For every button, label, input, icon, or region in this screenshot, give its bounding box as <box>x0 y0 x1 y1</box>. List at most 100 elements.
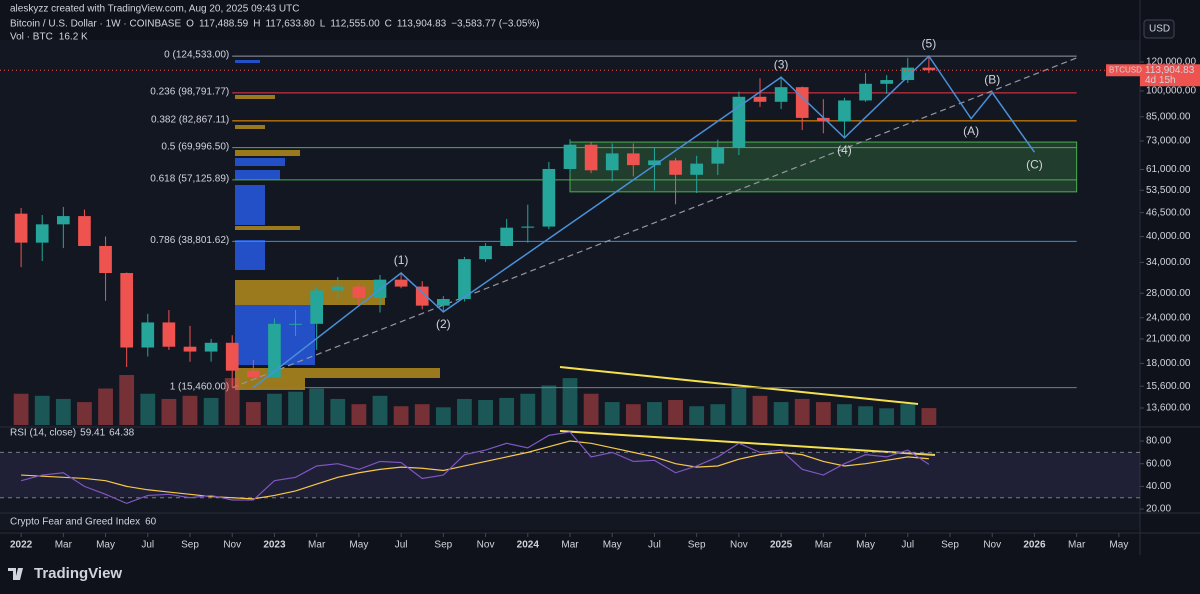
volume-bar <box>288 391 303 425</box>
brand: TradingView <box>34 565 122 582</box>
volume-bar <box>689 406 705 425</box>
candle-body <box>78 216 91 246</box>
rsi-value: 59.41 <box>80 428 105 439</box>
fib-label: 0.786 (38,801.62) <box>150 235 229 246</box>
volume-bar <box>879 408 895 425</box>
volume-bar <box>457 398 472 425</box>
candle-body <box>563 144 577 169</box>
rsi-title: RSI (14, close) <box>10 428 76 439</box>
zone <box>569 141 1078 193</box>
x-tick-label: Nov <box>477 540 495 551</box>
candle-body <box>838 100 851 122</box>
y-tick-label: 73,000.00 <box>1146 136 1191 147</box>
wave-label: (B) <box>984 73 1000 87</box>
candle-body <box>204 342 218 352</box>
volume-value: 16.2 K <box>59 32 88 43</box>
candle-body <box>99 245 112 274</box>
wave-label: (3) <box>774 57 789 71</box>
fear-greed-title: Crypto Fear and Greed Index <box>10 517 140 528</box>
candle-body <box>289 323 302 325</box>
countdown: 4d 15h <box>1145 75 1176 86</box>
x-tick-label: May <box>96 540 115 551</box>
x-tick-label: May <box>1109 540 1128 551</box>
volume-bar <box>414 404 430 425</box>
wave-label: (1) <box>394 253 409 267</box>
x-tick-label: Sep <box>941 540 959 551</box>
x-tick-label: May <box>856 540 875 551</box>
x-tick-label: Nov <box>730 540 748 551</box>
wave-label: (A) <box>963 124 979 138</box>
candle-body <box>817 117 830 122</box>
volume-bar <box>773 402 789 425</box>
volume-bar <box>837 404 852 425</box>
volume-bar <box>372 395 388 425</box>
y-tick-label: 21,000.00 <box>1146 334 1191 345</box>
candle-body <box>774 87 788 102</box>
candle-body <box>120 273 133 348</box>
x-tick-label: Mar <box>308 540 326 551</box>
change: −3,583.77 (−3.05%) <box>451 19 539 30</box>
candle-body <box>690 163 703 175</box>
fib-label: 0.618 (57,125.89) <box>150 174 229 185</box>
volume-bar <box>330 398 346 425</box>
candle-body <box>669 160 682 175</box>
candle-body <box>14 213 28 243</box>
symbol-tag <box>1106 64 1140 77</box>
volume-bar <box>224 378 240 425</box>
x-tick-label: May <box>349 540 368 551</box>
volume-bar <box>921 408 937 425</box>
ohlc-label: H <box>253 19 260 30</box>
ohlc-value: 117,633.80 <box>265 19 315 30</box>
volume-bar <box>77 402 92 425</box>
wave-label: (C) <box>1026 157 1043 171</box>
x-tick-label: Jul <box>141 540 154 551</box>
volume-bar <box>815 402 831 425</box>
x-tick-label: Nov <box>983 540 1001 551</box>
candle-body <box>415 286 429 306</box>
candle-body <box>479 245 492 260</box>
y-tick-label: 28,000.00 <box>1146 288 1191 299</box>
x-tick-label: 2024 <box>517 540 540 551</box>
currency-button[interactable] <box>1143 19 1175 39</box>
y-tick-label: 15,600.00 <box>1146 381 1191 392</box>
y-tick-label: 61,000.00 <box>1146 164 1191 175</box>
x-tick-label: May <box>603 540 622 551</box>
candle-body <box>711 147 725 164</box>
rsi-band <box>0 452 1140 498</box>
candle-body <box>183 346 197 352</box>
candle-body <box>500 227 513 246</box>
candle-body <box>394 279 408 287</box>
volume-bar <box>625 404 641 425</box>
volume-bar <box>13 393 29 425</box>
plot-bg <box>0 40 1140 530</box>
x-tick-label: Mar <box>561 540 579 551</box>
rsi-ma-line <box>21 440 929 500</box>
candle-body <box>141 322 155 348</box>
volume-trendline <box>559 366 919 405</box>
candle-body <box>521 226 535 228</box>
candle-body <box>331 286 345 291</box>
currency[interactable]: USD <box>1149 24 1170 35</box>
y-tick-label: 85,000.00 <box>1146 111 1191 122</box>
fear-greed-value: 60 <box>145 517 157 528</box>
volume-bar <box>55 398 71 425</box>
fib-label: 0.5 (69,996.50) <box>161 141 229 152</box>
volume-bar <box>520 393 536 425</box>
y-tick-label: 34,000.00 <box>1146 257 1191 268</box>
fib-label: 1 (15,460.00) <box>170 381 230 392</box>
candle-body <box>437 299 450 306</box>
symbol-tag-label: BTCUSD <box>1109 65 1142 74</box>
rsi-ma-value: 64.38 <box>109 428 134 439</box>
volume-bar <box>604 402 620 425</box>
candle-body <box>57 216 70 225</box>
rsi-tick-label: 40.00 <box>1146 481 1171 492</box>
candle-body <box>247 370 260 378</box>
ohlc-value: 113,904.83 <box>397 19 447 30</box>
last-price: 113,904.83 <box>1145 65 1195 76</box>
rsi-tick-label: 20.00 <box>1146 504 1171 515</box>
y-tick-label: 40,000.00 <box>1146 231 1191 242</box>
rsi-trendline <box>559 430 936 456</box>
ohlc-value: 117,488.59 <box>199 19 249 30</box>
last-price-tag <box>1140 64 1200 87</box>
fib-label: 0 (124,533.00) <box>164 50 229 61</box>
